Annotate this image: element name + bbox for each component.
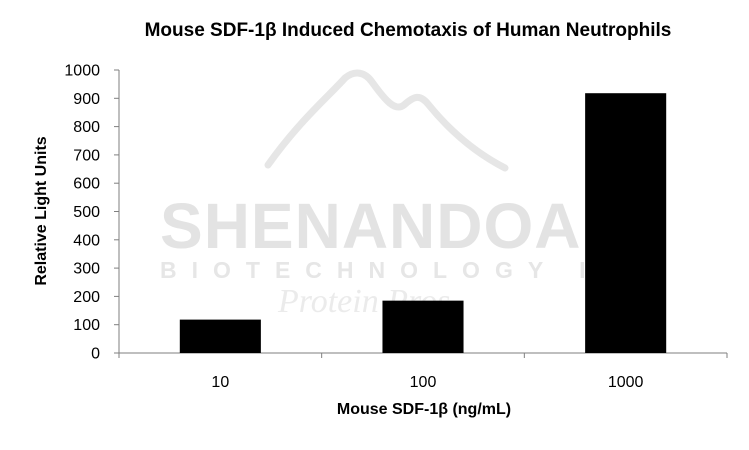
chart-title: Mouse SDF-1β Induced Chemotaxis of Human…: [145, 20, 672, 41]
y-tick-label: 700: [73, 147, 100, 164]
y-tick-label: 500: [73, 204, 100, 221]
y-tick-label: 200: [73, 289, 100, 306]
x-tick-label: 10: [211, 374, 229, 391]
watermark-brand: SHENANDOAH: [160, 190, 629, 262]
y-tick-label: 300: [73, 261, 100, 278]
y-tick-label: 0: [91, 346, 100, 363]
x-axis: 10 100 1000: [118, 352, 728, 391]
x-axis-title: Mouse SDF-1β (ng/mL): [337, 401, 511, 418]
y-tick-label: 600: [73, 176, 100, 193]
y-tick-label: 900: [73, 91, 100, 108]
y-axis: 0 100 200 300 400 500 600 700 800 900 1000: [64, 63, 120, 363]
x-tick-label: 1000: [608, 374, 644, 391]
watermark: SHENANDOAH BIOTECHNOLOGY INC Protein Pro…: [160, 69, 664, 320]
y-axis-title: Relative Light Units: [33, 136, 50, 285]
bar-100: [382, 300, 464, 353]
watermark-subline: BIOTECHNOLOGY INC: [160, 257, 664, 283]
bar-1000: [585, 93, 667, 354]
y-tick-label: 400: [73, 232, 100, 249]
y-tick-label: 1000: [64, 63, 100, 80]
y-tick-label: 100: [73, 317, 100, 334]
y-tick-label: 800: [73, 119, 100, 136]
bar-10: [179, 319, 261, 353]
watermark-mountain-logo: [264, 69, 509, 172]
x-tick-label: 100: [410, 374, 437, 391]
bar-series: [179, 93, 667, 354]
